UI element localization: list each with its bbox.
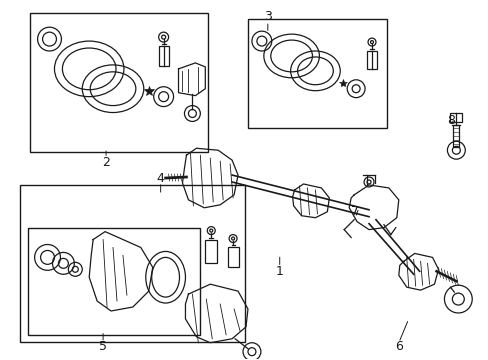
Bar [449, 113, 461, 122]
Bar [228, 247, 239, 267]
Text: 8: 8 [447, 114, 454, 127]
Text: 4: 4 [156, 171, 164, 185]
Text: 5: 5 [99, 340, 107, 353]
Bar [452, 125, 458, 147]
Bar [366, 51, 376, 69]
Bar [158, 46, 168, 66]
Bar [205, 239, 217, 264]
Text: 1: 1 [275, 265, 283, 278]
Bar [28, 228, 200, 335]
Text: 2: 2 [102, 156, 110, 168]
Text: 3: 3 [264, 10, 271, 23]
Bar [20, 185, 244, 342]
Bar [30, 13, 208, 152]
Text: 6: 6 [394, 340, 402, 353]
Bar [247, 19, 386, 129]
Text: 7: 7 [350, 205, 358, 218]
